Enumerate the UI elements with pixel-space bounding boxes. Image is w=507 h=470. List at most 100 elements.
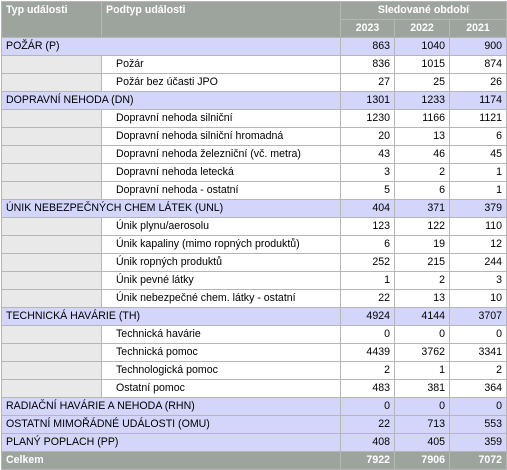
value-2023: 22 xyxy=(340,415,395,434)
subtype-label: Dopravní nehoda silniční xyxy=(101,109,341,128)
subtype-row: Únik ropných produktů 252 215 244 xyxy=(1,253,507,272)
subtype-label: Technologická pomoc xyxy=(101,361,341,380)
value-2021: 110 xyxy=(448,217,507,236)
value-2021: 1 xyxy=(448,163,507,182)
total-label: Celkem xyxy=(1,451,341,470)
value-2022: 1040 xyxy=(394,37,450,56)
value-2023: 1 xyxy=(340,271,395,290)
type-cell-empty xyxy=(1,145,102,164)
value-2021: 244 xyxy=(448,253,507,272)
value-2021: 3707 xyxy=(448,307,507,326)
value-2023: 1301 xyxy=(340,91,395,110)
subtype-row: Technická pomoc 4439 3762 3341 xyxy=(1,343,507,362)
subtype-row: Dopravní nehoda silniční hromadná 20 13 6 xyxy=(1,127,507,146)
value-2021: 3341 xyxy=(448,343,507,362)
subtype-label: Požár xyxy=(101,55,341,74)
value-2021: 0 xyxy=(448,397,507,416)
type-cell-empty xyxy=(1,235,102,254)
value-2022: 713 xyxy=(394,415,450,434)
subtype-label: Dopravní nehoda železniční (vč. metra) xyxy=(101,145,341,164)
value-2021: 379 xyxy=(448,199,507,218)
value-2022: 4144 xyxy=(394,307,450,326)
value-2022: 1166 xyxy=(394,109,450,128)
value-2023: 4924 xyxy=(340,307,395,326)
type-cell-empty xyxy=(1,271,102,290)
value-2022: 19 xyxy=(394,235,450,254)
value-2022: 6 xyxy=(394,181,450,200)
value-2023: 123 xyxy=(340,217,395,236)
value-2023: 43 xyxy=(340,145,395,164)
value-2023: 483 xyxy=(340,379,395,398)
subtype-label: Technická pomoc xyxy=(101,343,341,362)
subtype-row: Dopravní nehoda železniční (vč. metra) 43… xyxy=(1,145,507,164)
value-2023: 7922 xyxy=(340,451,395,470)
value-2021: 12 xyxy=(448,235,507,254)
subtype-row: Ostatní pomoc 483 381 364 xyxy=(1,379,507,398)
value-2021: 874 xyxy=(448,55,507,74)
value-2023: 404 xyxy=(340,199,395,218)
subtype-row: Technologická pomoc 2 1 2 xyxy=(1,361,507,380)
value-2023: 2 xyxy=(340,361,395,380)
value-2022: 0 xyxy=(394,325,450,344)
type-cell-empty xyxy=(1,181,102,200)
category-row: DOPRAVNÍ NEHODA (DN) 1301 1233 1174 xyxy=(1,91,507,110)
category-row: POŽÁR (P) 863 1040 900 xyxy=(1,37,507,56)
type-cell-empty xyxy=(1,73,102,92)
type-cell-empty xyxy=(1,379,102,398)
type-cell-empty xyxy=(1,325,102,344)
category-label: TECHNICKÁ HAVÁRIE (TH) xyxy=(1,307,341,326)
subtype-label: Únik pevné látky xyxy=(101,271,341,290)
total-row: Celkem 7922 7906 7072 xyxy=(1,451,507,470)
column-header-subtype: Podtyp události xyxy=(101,1,341,38)
subtype-label: Technická havárie xyxy=(101,325,341,344)
subtype-row: Únik nebezpečné chem. látky - ostatní 22 1… xyxy=(1,289,507,308)
value-2023: 22 xyxy=(340,289,395,308)
subtype-row: Požár 836 1015 874 xyxy=(1,55,507,74)
category-label: POŽÁR (P) xyxy=(1,37,341,56)
subtype-row: Dopravní nehoda silniční 1230 1166 1121 xyxy=(1,109,507,128)
type-cell-empty xyxy=(1,163,102,182)
category-label: DOPRAVNÍ NEHODA (DN) xyxy=(1,91,341,110)
value-2023: 6 xyxy=(340,235,395,254)
subtype-label: Ostatní pomoc xyxy=(101,379,341,398)
value-2022: 2 xyxy=(394,163,450,182)
value-2022: 371 xyxy=(394,199,450,218)
subtype-label: Únik nebezpečné chem. látky - ostatní xyxy=(101,289,341,308)
value-2021: 0 xyxy=(448,325,507,344)
subtype-label: Dopravní nehoda letecká xyxy=(101,163,341,182)
subtype-row: Dopravní nehoda letecká 3 2 1 xyxy=(1,163,507,182)
value-2022: 405 xyxy=(394,433,450,452)
value-2023: 836 xyxy=(340,55,395,74)
value-2023: 863 xyxy=(340,37,395,56)
value-2022: 1 xyxy=(394,361,450,380)
value-2023: 27 xyxy=(340,73,395,92)
subtype-row: Dopravní nehoda - ostatní 5 6 1 xyxy=(1,181,507,200)
value-2022: 0 xyxy=(394,397,450,416)
value-2021: 1121 xyxy=(448,109,507,128)
category-label: PLANÝ POPLACH (PP) xyxy=(1,433,341,452)
column-header-type: Typ události xyxy=(1,1,102,38)
value-2021: 553 xyxy=(448,415,507,434)
value-2022: 215 xyxy=(394,253,450,272)
value-2023: 252 xyxy=(340,253,395,272)
value-2022: 3762 xyxy=(394,343,450,362)
subtype-label: Požár bez účasti JPO xyxy=(101,73,341,92)
value-2021: 900 xyxy=(448,37,507,56)
subtype-label: Dopravní nehoda - ostatní xyxy=(101,181,341,200)
type-cell-empty xyxy=(1,127,102,146)
value-2022: 7906 xyxy=(394,451,450,470)
value-2022: 25 xyxy=(394,73,450,92)
table-body: POŽÁR (P) 863 1040 900 Požár 836 1015 874 Požár … xyxy=(1,37,507,470)
category-row: ÚNIK NEBEZPEČNÝCH CHEM LÁTEK (UNL) 404 371… xyxy=(1,199,507,218)
column-header-year-2022: 2022 xyxy=(394,19,450,38)
subtype-row: Požár bez účasti JPO 27 25 26 xyxy=(1,73,507,92)
value-2023: 408 xyxy=(340,433,395,452)
value-2021: 3 xyxy=(448,271,507,290)
value-2023: 5 xyxy=(340,181,395,200)
value-2021: 1174 xyxy=(448,91,507,110)
value-2023: 4439 xyxy=(340,343,395,362)
value-2021: 359 xyxy=(448,433,507,452)
value-2022: 2 xyxy=(394,271,450,290)
category-row: PLANÝ POPLACH (PP) 408 405 359 xyxy=(1,433,507,452)
value-2023: 0 xyxy=(340,397,395,416)
